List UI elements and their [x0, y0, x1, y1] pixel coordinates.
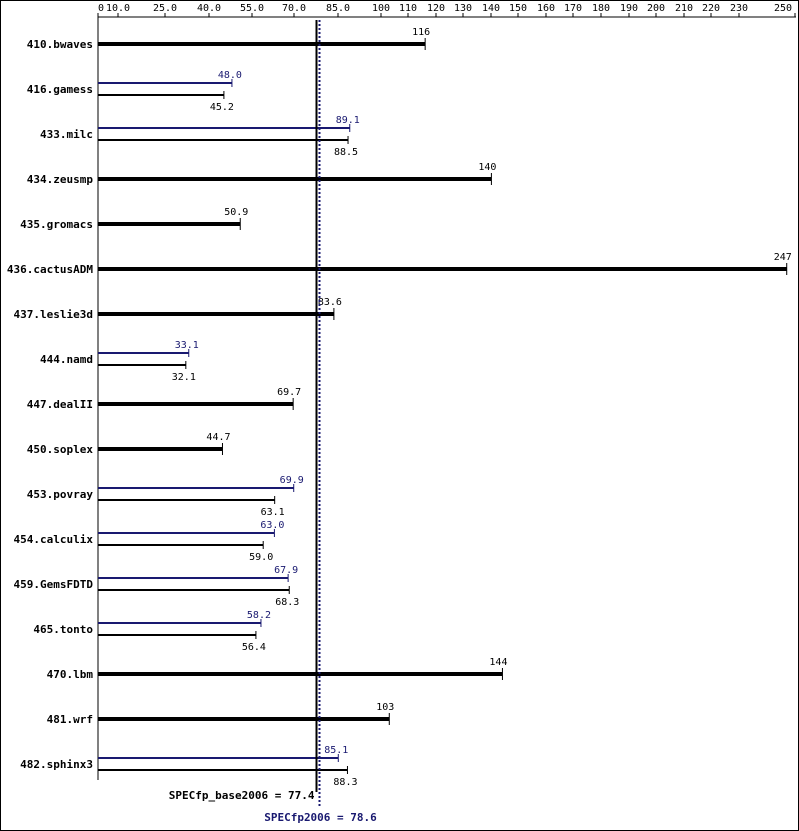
- base-value-label: 83.6: [318, 297, 342, 308]
- x-tick-label: 230: [730, 3, 748, 14]
- base-value-label: 63.1: [261, 507, 285, 518]
- x-tick-label: 10.0: [106, 3, 130, 14]
- base-value-label: 116: [412, 27, 430, 38]
- benchmark-label: 433.milc: [40, 128, 93, 141]
- peak-value-label: 33.1: [175, 340, 199, 351]
- x-tick-label: 200: [647, 3, 665, 14]
- base-value-label: 69.7: [277, 387, 301, 398]
- x-tick-label: 25.0: [153, 3, 177, 14]
- x-tick-label: 150: [509, 3, 527, 14]
- x-tick-label: 110: [399, 3, 417, 14]
- benchmark-label: 416.gamess: [27, 83, 93, 96]
- benchmark-label: 447.dealII: [27, 398, 93, 411]
- x-tick-label: 40.0: [197, 3, 221, 14]
- x-tick-label: 70.0: [282, 3, 306, 14]
- x-tick-label: 210: [675, 3, 693, 14]
- x-tick-label: 170: [564, 3, 582, 14]
- base-value-label: 88.5: [334, 147, 358, 158]
- base-value-label: 68.3: [275, 597, 299, 608]
- x-axis: 0 10.0 25.0 40.0 55.0 70.0 85.0 100 110 120 130 140…: [97, 3, 796, 780]
- benchmark-label: 450.soplex: [27, 443, 94, 456]
- peak-score-label: SPECfp2006 = 78.6: [264, 811, 377, 824]
- benchmark-label: 436.cactusADM: [7, 263, 93, 276]
- x-tick-label: 100: [372, 3, 390, 14]
- base-value-label: 247: [774, 252, 792, 263]
- benchmark-label: 482.sphinx3: [20, 758, 93, 771]
- base-value-label: 45.2: [210, 102, 234, 113]
- base-score-label: SPECfp_base2006 = 77.4: [169, 789, 315, 802]
- base-value-label: 56.4: [242, 642, 266, 653]
- peak-value-label: 85.1: [324, 745, 348, 756]
- bars: 410.bwaves 116 416.gamess 48.0 45.2 433.milc 8…: [7, 27, 792, 788]
- reference-lines: SPECfp_base2006 = 77.4 SPECfp2006 = 78.6: [169, 20, 377, 824]
- benchmark-label: 410.bwaves: [27, 38, 93, 51]
- x-tick-label: 55.0: [240, 3, 264, 14]
- base-value-label: 50.9: [224, 207, 248, 218]
- x-tick-label: 180: [592, 3, 610, 14]
- x-tick-label: 140: [482, 3, 500, 14]
- peak-value-label: 67.9: [274, 565, 298, 576]
- peak-value-label: 48.0: [218, 70, 242, 81]
- base-value-label: 44.7: [206, 432, 230, 443]
- base-value-label: 144: [489, 657, 507, 668]
- x-tick-label: 220: [702, 3, 720, 14]
- benchmark-label: 434.zeusmp: [27, 173, 94, 186]
- benchmark-label: 437.leslie3d: [14, 308, 93, 321]
- x-tick-label: 250: [774, 3, 792, 14]
- x-tick-label: 160: [537, 3, 555, 14]
- base-value-label: 32.1: [172, 372, 196, 383]
- benchmark-label: 435.gromacs: [20, 218, 93, 231]
- peak-value-label: 89.1: [336, 115, 360, 126]
- benchmark-label: 459.GemsFDTD: [14, 578, 94, 591]
- x-tick-label: 0: [98, 3, 104, 14]
- benchmark-label: 465.tonto: [33, 623, 93, 636]
- benchmark-label: 454.calculix: [14, 533, 94, 546]
- benchmark-label: 444.namd: [40, 353, 93, 366]
- x-tick-label: 190: [620, 3, 638, 14]
- benchmark-label: 470.lbm: [47, 668, 94, 681]
- base-value-label: 140: [478, 162, 496, 173]
- x-tick-label: 85.0: [326, 3, 350, 14]
- peak-value-label: 63.0: [260, 520, 284, 531]
- peak-value-label: 58.2: [247, 610, 271, 621]
- base-value-label: 103: [376, 702, 394, 713]
- x-tick-label: 120: [427, 3, 445, 14]
- benchmark-label: 453.povray: [27, 488, 94, 501]
- base-value-label: 88.3: [333, 777, 357, 788]
- x-tick-label: 130: [454, 3, 472, 14]
- base-value-label: 59.0: [249, 552, 273, 563]
- benchmark-label: 481.wrf: [47, 713, 93, 726]
- peak-value-label: 69.9: [280, 475, 304, 486]
